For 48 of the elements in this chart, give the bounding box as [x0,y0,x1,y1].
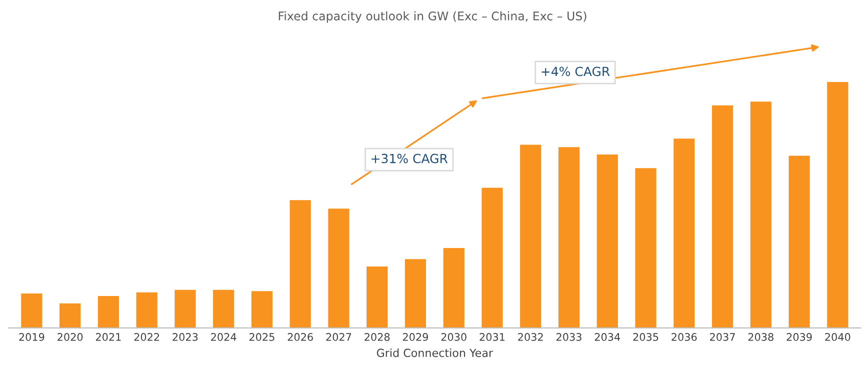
x-tick-label: 2037 [710,333,735,341]
annotation: +31% CAGR [372,154,448,164]
bar [213,290,234,328]
bar [596,154,618,328]
bar [635,168,656,328]
bar [290,200,311,328]
x-tick-label: 2035 [633,333,658,341]
x-tick-label: 2027 [326,333,352,341]
x-tick-label: 2026 [288,333,313,341]
bar [21,294,42,328]
x-tick-label: 2033 [556,333,582,341]
x-tick-label: 2034 [594,333,620,341]
x-tick-label: 2021 [96,333,121,341]
x-tick-label: 2022 [134,333,160,341]
bar [136,292,158,328]
x-tick-label: 2039 [786,333,812,341]
bar [174,290,196,328]
x-axis-title: Grid Connection Year [376,348,494,358]
x-tick-label: 2028 [364,333,390,341]
text: +4% CAGR [542,66,610,76]
chart-title: Fixed capacity outlook in GW (Exc – China, Exc – US) [278,11,586,23]
x-tick-label: 2023 [172,333,198,341]
x-tick-label: 2032 [518,333,543,341]
x-tick-label: 2029 [402,333,428,341]
bar [328,208,350,328]
x-tick-label: 2038 [748,333,774,341]
bar [674,138,695,328]
bar [712,105,734,328]
bar [366,266,388,328]
bar [788,156,810,328]
x-tick-label: 2036 [672,333,697,341]
x-tick-label: 2025 [249,333,274,341]
bar [98,296,119,328]
bar [750,102,772,328]
bar [520,144,542,328]
bar [558,147,580,328]
x-tick-label: 2024 [211,333,236,341]
bar [482,188,503,328]
x-tick-label: 2040 [825,333,850,341]
bar [60,303,81,328]
x-tick-label: 2020 [58,333,83,341]
x-tick-label: 2019 [19,333,44,341]
bar [251,291,273,328]
x-tick-label: 2031 [480,333,505,341]
x-tick-label: 2030 [441,333,466,341]
bar [443,248,464,328]
bar [404,259,426,328]
bar [827,82,848,328]
